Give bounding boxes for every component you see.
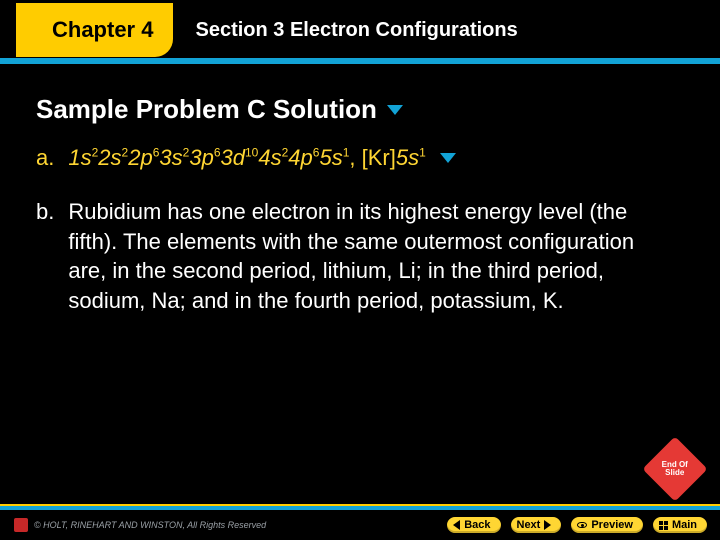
copyright-text: © HOLT, RINEHART AND WINSTON, All Rights… [34, 520, 266, 530]
orbital: 3s [159, 145, 182, 170]
orbital-electrons: 6 [214, 146, 221, 160]
main-label: Main [672, 519, 697, 531]
arrow-right-icon [544, 520, 551, 530]
top-bar: Chapter 4 Section 3 Electron Configurati… [0, 0, 720, 60]
orbital: 5s [319, 145, 342, 170]
back-label: Back [464, 519, 490, 531]
orbital: 2s [98, 145, 121, 170]
next-button[interactable]: Next [510, 516, 563, 534]
slide-root: Chapter 4 Section 3 Electron Configurati… [0, 0, 720, 540]
back-button[interactable]: Back [446, 516, 501, 534]
holt-logo-icon [14, 518, 28, 532]
chapter-label: Chapter 4 [52, 17, 153, 42]
main-button[interactable]: Main [652, 516, 708, 534]
noble-sup: 1 [419, 146, 426, 160]
solution-item-a: a. 1s22s22p63s23p63d104s24p65s1, [Kr]5s1 [36, 145, 680, 171]
solution-item-b: b. Rubidium has one electron in its high… [36, 197, 636, 316]
copyright: © HOLT, RINEHART AND WINSTON, All Rights… [14, 518, 266, 532]
nav-buttons: Back Next Preview Main [446, 516, 708, 534]
orbital: 3d [221, 145, 245, 170]
page-title: Sample Problem C Solution [36, 94, 377, 125]
preview-button[interactable]: Preview [570, 516, 644, 534]
expand-icon[interactable] [440, 153, 456, 163]
electron-configuration: 1s22s22p63s23p63d104s24p65s1, [Kr]5s1 [68, 145, 425, 171]
item-b-text: Rubidium has one electron in its highest… [68, 197, 636, 316]
orbital: 4s [258, 145, 281, 170]
bottom-bar: © HOLT, RINEHART AND WINSTON, All Rights… [0, 506, 720, 540]
noble-orb: 5s [396, 145, 419, 170]
chapter-tab: Chapter 4 [16, 3, 173, 57]
next-label: Next [517, 519, 541, 531]
end-of-slide-text: End Of Slide [652, 461, 698, 478]
eye-icon [577, 522, 587, 528]
orbital: 2p [128, 145, 152, 170]
expand-icon[interactable] [387, 105, 403, 115]
preview-label: Preview [591, 519, 633, 531]
orbital-electrons: 10 [245, 146, 258, 160]
body-area: Sample Problem C Solution a. 1s22s22p63s… [0, 64, 720, 506]
grid-icon [659, 521, 668, 530]
noble-gas-prefix: , [Kr] [349, 145, 395, 170]
orbital: 1s [68, 145, 91, 170]
item-a-label: a. [36, 145, 54, 171]
heading-row: Sample Problem C Solution [36, 94, 680, 125]
orbital: 3p [189, 145, 213, 170]
orbital: 4p [288, 145, 312, 170]
item-b-label: b. [36, 197, 54, 227]
arrow-left-icon [453, 520, 460, 530]
section-title: Section 3 Electron Configurations [195, 19, 517, 42]
